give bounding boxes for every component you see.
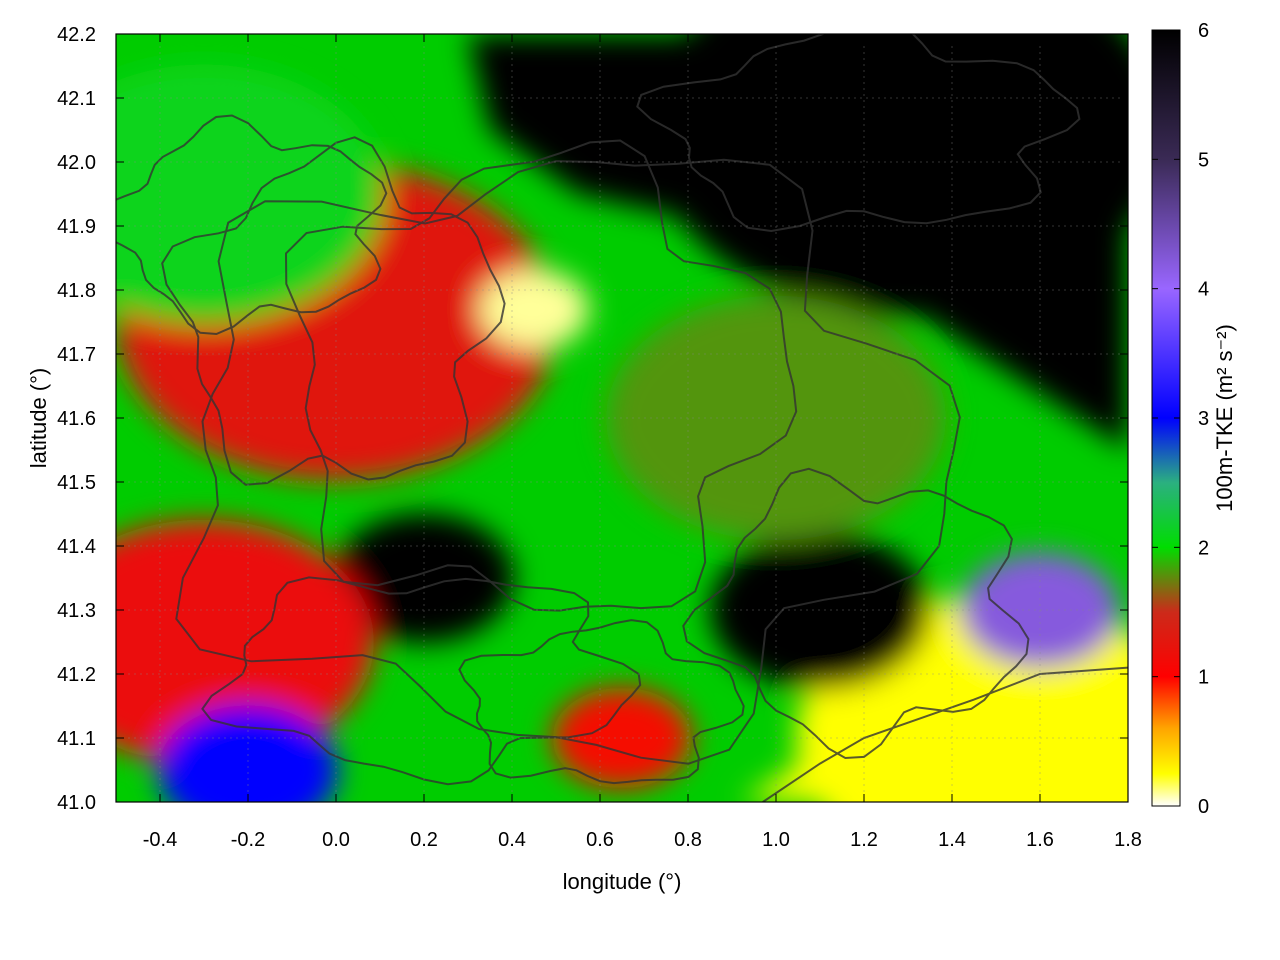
y-axis-label: latitude (°): [26, 368, 51, 469]
x-tick-label: 1.0: [762, 829, 790, 851]
contour-line: [682, 467, 1030, 760]
x-tick-label: 1.8: [1114, 829, 1142, 851]
y-tick-label: 41.2: [57, 664, 96, 686]
x-axis-label: longitude (°): [563, 869, 682, 894]
colorbar-tick-label: 1: [1198, 667, 1209, 689]
colorbar-tick-label: 6: [1198, 20, 1209, 42]
colorbar-ticks: 0 1 2 3 4 5 6: [1152, 20, 1209, 818]
y-tick-label: 41.9: [57, 216, 96, 238]
tke-region: [334, 513, 514, 643]
x-tick-label: 0.4: [498, 829, 526, 851]
y-tick-label: 41.6: [57, 408, 96, 430]
x-tick-label: 0.2: [410, 829, 438, 851]
x-tick-label: 1.2: [850, 829, 878, 851]
y-tick-label: 41.8: [57, 280, 96, 302]
x-tick-label: 1.6: [1026, 829, 1054, 851]
y-tick-label: 42.2: [57, 24, 96, 46]
y-tick-label: 42.1: [57, 88, 96, 110]
contour-line: [284, 139, 798, 612]
colorbar-tick-label: 3: [1198, 408, 1209, 430]
y-tick-label: 41.3: [57, 600, 96, 622]
contour-line: [116, 114, 388, 336]
contour-line: [161, 136, 506, 486]
x-tick-label: 0.6: [586, 829, 614, 851]
terrain-contours: [116, 34, 1128, 802]
y-tick-label: 41.0: [57, 792, 96, 814]
y-tick-label: 41.4: [57, 536, 96, 558]
x-tick-label: 0.0: [322, 829, 350, 851]
x-tick-label: -0.2: [231, 829, 265, 851]
y-tick-label: 42.0: [57, 152, 96, 174]
tke-region: [158, 705, 338, 802]
x-tick-label: -0.4: [143, 829, 177, 851]
tke-region: [116, 519, 374, 765]
tke-region: [116, 64, 384, 324]
tke-field: [116, 34, 1128, 802]
y-tick-label: 41.1: [57, 728, 96, 750]
colorbar-tick-label: 2: [1198, 537, 1209, 559]
colorbar-tick-label: 4: [1198, 279, 1209, 301]
x-tick-label: 1.4: [938, 829, 966, 851]
coast-contour: [762, 666, 1128, 802]
x-tick-label: 0.8: [674, 829, 702, 851]
colorbar-label: 100m-TKE (m² s⁻²): [1212, 324, 1237, 512]
axis-ticks: [116, 33, 1129, 803]
colorbar: 0 1 2 3 4 5 6 100m-TKE (m² s⁻²): [1151, 20, 1237, 818]
high-tke-region: [468, 34, 1128, 450]
y-tick-label: 41.7: [57, 344, 96, 366]
colorbar-tick-label: 5: [1198, 149, 1209, 171]
y-tick-label: 41.5: [57, 472, 96, 494]
grid: [116, 34, 1128, 802]
x-tick-labels: -0.4 -0.2 0.0 0.2 0.4 0.6 0.8 1.0 1.2 1.4 1.6 1.8: [143, 829, 1142, 851]
tke-region: [479, 269, 589, 349]
colorbar-tick-label: 0: [1198, 796, 1209, 818]
contour-line: [175, 158, 961, 765]
plot-area: [116, 34, 1128, 802]
sea-region: [740, 648, 1128, 802]
y-tick-labels: 41.0 41.1 41.2 41.3 41.4 41.5 41.6 41.7 41.8 41.9…: [57, 24, 96, 814]
contour-line: [458, 619, 745, 785]
contour-line: [636, 34, 1081, 233]
